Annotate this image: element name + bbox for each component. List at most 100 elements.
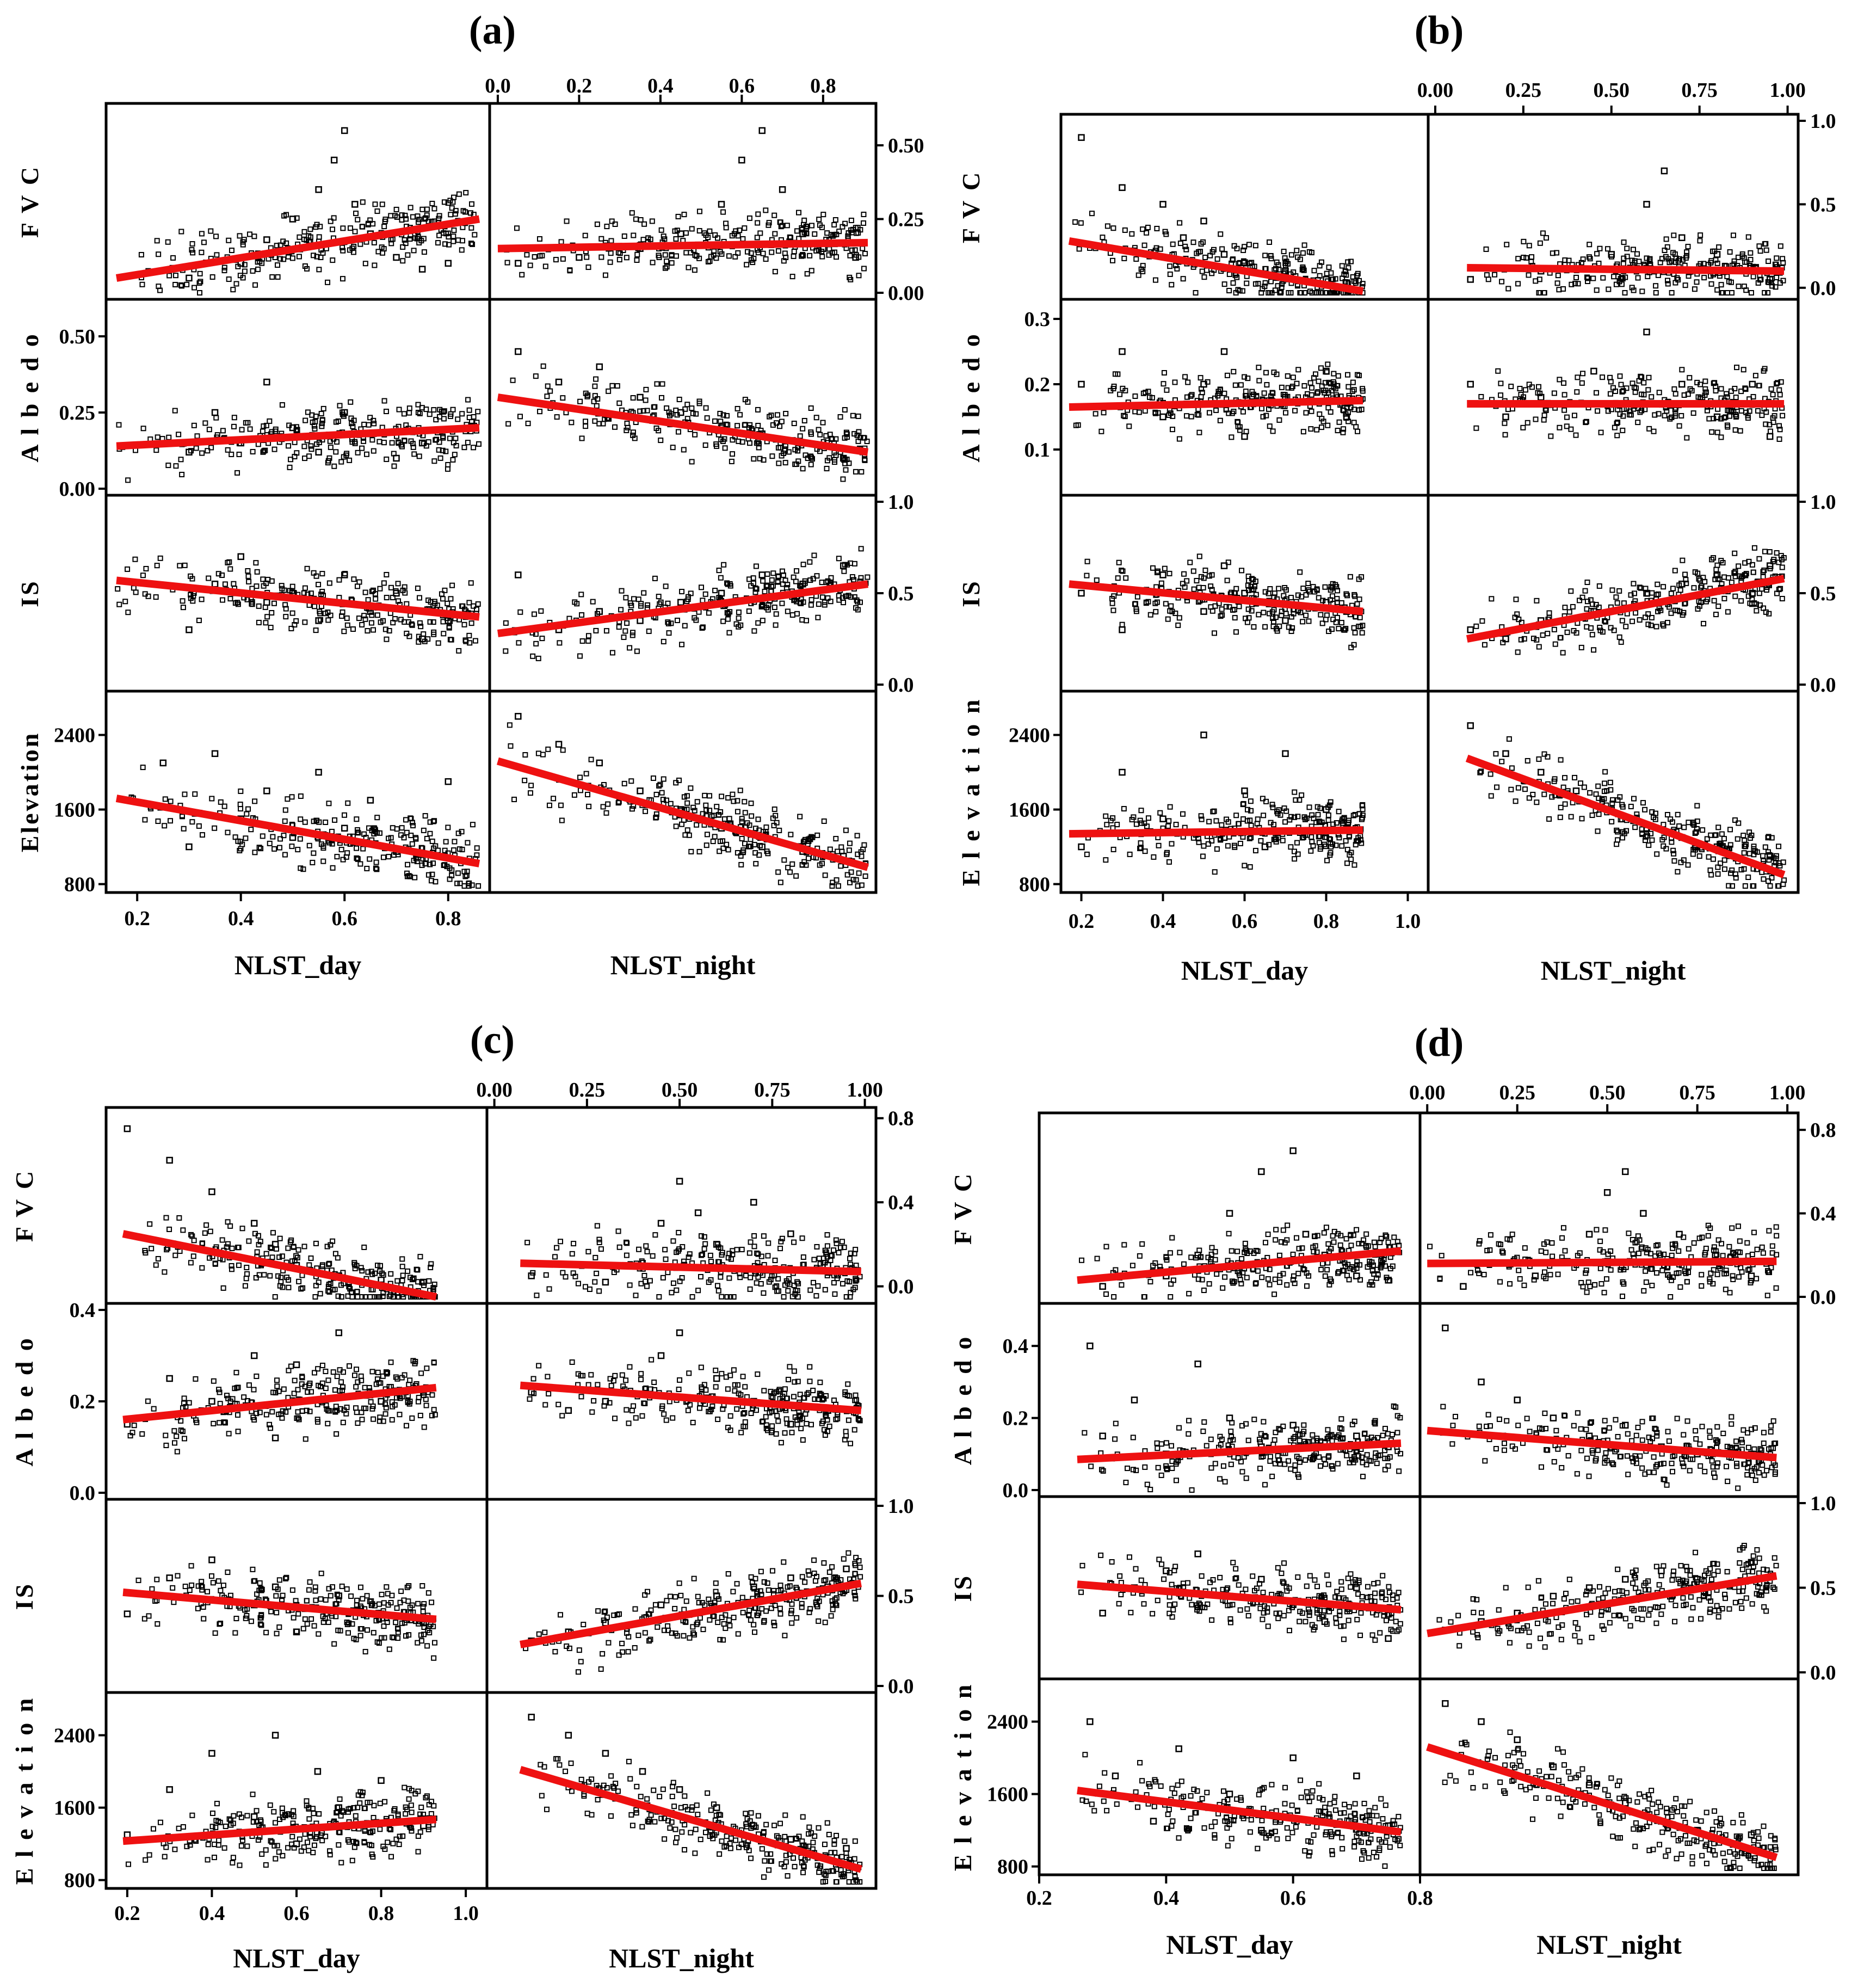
data-point bbox=[335, 418, 341, 424]
data-point bbox=[1072, 219, 1078, 225]
data-point bbox=[277, 836, 283, 842]
panel-title: (b) bbox=[1415, 8, 1464, 53]
data-point bbox=[1710, 856, 1716, 862]
data-point bbox=[1143, 390, 1149, 396]
data-point bbox=[661, 233, 666, 239]
data-point bbox=[361, 831, 367, 837]
data-point bbox=[323, 819, 329, 825]
data-point bbox=[856, 870, 862, 876]
data-point bbox=[1311, 268, 1317, 274]
data-point bbox=[1477, 770, 1483, 775]
data-point bbox=[595, 396, 601, 402]
data-point bbox=[349, 1294, 355, 1300]
data-point bbox=[322, 611, 328, 617]
data-point bbox=[545, 383, 551, 389]
data-point bbox=[450, 457, 456, 463]
data-point bbox=[850, 877, 856, 883]
data-point bbox=[810, 576, 816, 582]
data-point bbox=[1719, 831, 1725, 837]
data-point bbox=[1583, 420, 1589, 426]
data-point bbox=[807, 577, 813, 583]
y-tick-label: 0.25 bbox=[888, 208, 924, 231]
data-point bbox=[1639, 374, 1645, 380]
data-point bbox=[1168, 603, 1174, 609]
data-point bbox=[706, 610, 712, 616]
data-point bbox=[815, 614, 821, 620]
data-point bbox=[1529, 384, 1535, 390]
data-point bbox=[864, 439, 870, 445]
data-point bbox=[221, 264, 227, 270]
data-point bbox=[853, 605, 859, 611]
data-point bbox=[1155, 568, 1161, 574]
data-point bbox=[419, 206, 425, 212]
data-point bbox=[1467, 380, 1474, 388]
data-point bbox=[381, 224, 387, 230]
data-point bbox=[415, 409, 421, 415]
data-point bbox=[720, 412, 726, 418]
points-is-day bbox=[1078, 553, 1366, 650]
data-point bbox=[1319, 416, 1325, 422]
data-point bbox=[1150, 565, 1156, 571]
data-point bbox=[1595, 828, 1601, 834]
data-point bbox=[628, 602, 634, 608]
data-point bbox=[1631, 581, 1637, 587]
cell-frame-fvc-night bbox=[488, 102, 878, 301]
data-point bbox=[1521, 636, 1527, 642]
data-point bbox=[1562, 605, 1568, 611]
data-point bbox=[122, 599, 128, 605]
data-point bbox=[302, 263, 308, 269]
data-point bbox=[800, 1254, 806, 1260]
data-point bbox=[213, 415, 219, 421]
data-point bbox=[1518, 637, 1524, 643]
data-point bbox=[320, 858, 326, 864]
data-point bbox=[758, 127, 766, 134]
data-point bbox=[746, 576, 752, 582]
data-point bbox=[807, 1287, 813, 1293]
data-point bbox=[406, 410, 412, 416]
data-point bbox=[312, 426, 318, 432]
data-point bbox=[1505, 286, 1511, 292]
data-point bbox=[1235, 420, 1241, 426]
data-point bbox=[805, 855, 811, 861]
data-point bbox=[1350, 379, 1356, 385]
data-point bbox=[1336, 809, 1342, 815]
data-point bbox=[1229, 589, 1235, 595]
data-point bbox=[560, 256, 566, 262]
data-point bbox=[781, 857, 787, 863]
data-point bbox=[344, 622, 350, 628]
data-point bbox=[664, 264, 670, 270]
data-point bbox=[1763, 247, 1769, 253]
data-point bbox=[1653, 283, 1659, 289]
data-point bbox=[1258, 405, 1264, 411]
data-point bbox=[1279, 612, 1285, 618]
data-point bbox=[1326, 629, 1332, 635]
data-point bbox=[504, 260, 510, 266]
data-point bbox=[1762, 366, 1768, 372]
data-point bbox=[1713, 612, 1719, 618]
data-point bbox=[1292, 408, 1298, 414]
data-point bbox=[1759, 586, 1765, 592]
data-point bbox=[285, 796, 291, 802]
data-point bbox=[851, 561, 857, 567]
data-point bbox=[684, 598, 690, 604]
data-point bbox=[760, 578, 766, 584]
data-point bbox=[221, 803, 227, 809]
data-point bbox=[1232, 590, 1238, 596]
data-point bbox=[656, 253, 662, 258]
data-point bbox=[1721, 857, 1727, 863]
data-point bbox=[801, 859, 807, 865]
data-point bbox=[590, 599, 596, 605]
data-point bbox=[1263, 370, 1269, 376]
data-point bbox=[194, 433, 200, 439]
data-point bbox=[737, 227, 743, 233]
data-point bbox=[1348, 850, 1354, 855]
data-point bbox=[1631, 796, 1637, 802]
data-point bbox=[848, 560, 854, 566]
data-point bbox=[453, 435, 459, 441]
data-point bbox=[1084, 573, 1090, 578]
data-point bbox=[1231, 607, 1237, 613]
data-point bbox=[263, 422, 269, 428]
data-point bbox=[1570, 604, 1576, 610]
data-point bbox=[311, 850, 317, 856]
data-point bbox=[263, 599, 270, 606]
